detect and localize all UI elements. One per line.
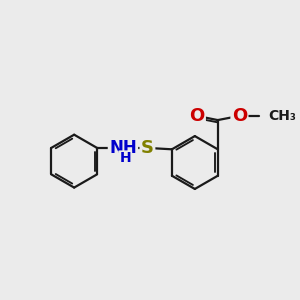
Text: CH₃: CH₃ [268,109,296,123]
Text: NH: NH [109,139,137,157]
Text: O: O [189,107,205,125]
Text: H: H [119,152,131,166]
Text: S: S [141,139,154,157]
Text: O: O [232,107,247,125]
